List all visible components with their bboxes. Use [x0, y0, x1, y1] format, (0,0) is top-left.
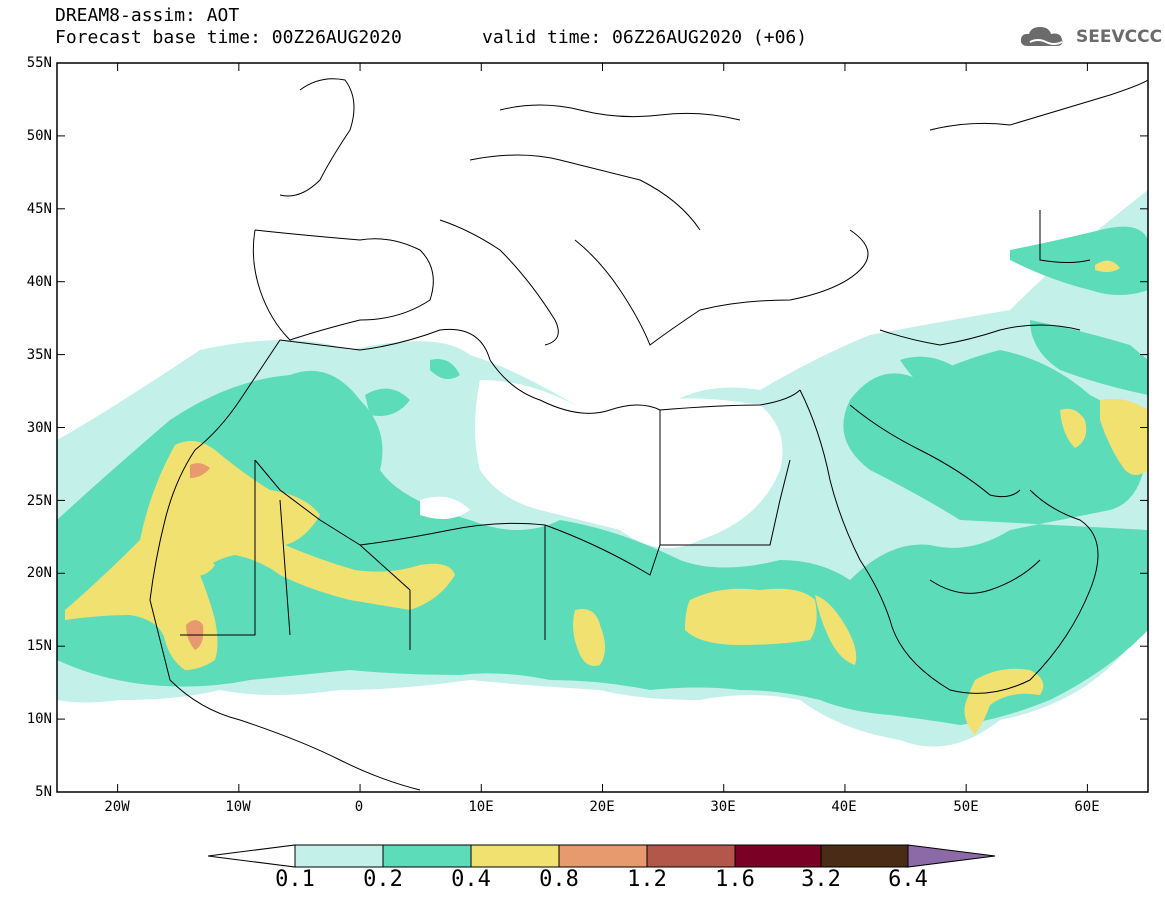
lon-label: 0 [354, 799, 364, 815]
lat-label: 45N [26, 201, 52, 217]
lat-label: 5N [35, 784, 52, 800]
lon-label: 60E [1074, 799, 1100, 815]
colorbar-bin [382, 844, 472, 868]
lat-label: 35N [26, 347, 52, 363]
valid-time: valid time: 06Z26AUG2020 (+06) [482, 27, 808, 48]
lon-label: 20E [589, 799, 615, 815]
lat-label: 40N [26, 274, 52, 290]
colorbar-bin [734, 844, 822, 868]
lat-label: 15N [26, 638, 52, 654]
lon-label: 40E [831, 799, 857, 815]
colorbar-label: 0.4 [451, 867, 491, 892]
lat-label: 30N [26, 420, 52, 436]
lat-label: 20N [26, 565, 52, 581]
colorbar-bin [646, 844, 736, 868]
cloud-icon [1020, 27, 1063, 46]
lon-label: 10E [468, 799, 494, 815]
colorbar [207, 844, 996, 868]
map-title: DREAM8-assim: AOT [55, 5, 240, 26]
colorbar-right-arrow [907, 844, 996, 868]
colorbar-label: 3.2 [801, 867, 841, 892]
colorbar-label: 1.6 [715, 867, 755, 892]
lon-label: 20W [104, 799, 130, 815]
lat-label: 50N [26, 128, 52, 144]
colorbar-bin [294, 844, 384, 868]
lon-label: 30E [710, 799, 736, 815]
colorbar-label: 6.4 [888, 867, 928, 892]
colorbar-label: 0.8 [539, 867, 579, 892]
colorbar-bin [470, 844, 560, 868]
forecast-base-time: Forecast base time: 00Z26AUG2020 [55, 27, 402, 48]
colorbar-left-arrow [207, 844, 296, 868]
colorbar-label: 0.1 [275, 867, 315, 892]
lon-label: 50E [953, 799, 979, 815]
colorbar-label: 1.2 [627, 867, 667, 892]
logo-text: SEEVCCC [1076, 27, 1163, 47]
lat-label: 10N [26, 711, 52, 727]
aot-field [57, 78, 1148, 791]
colorbar-bin [558, 844, 648, 868]
colorbar-label: 0.2 [363, 867, 403, 892]
lat-label: 25N [26, 493, 52, 509]
lon-label: 10W [225, 799, 251, 815]
lat-label: 55N [26, 55, 52, 71]
colorbar-bin [820, 844, 909, 868]
seevccc-logo: SEEVCCC [1018, 24, 1162, 50]
